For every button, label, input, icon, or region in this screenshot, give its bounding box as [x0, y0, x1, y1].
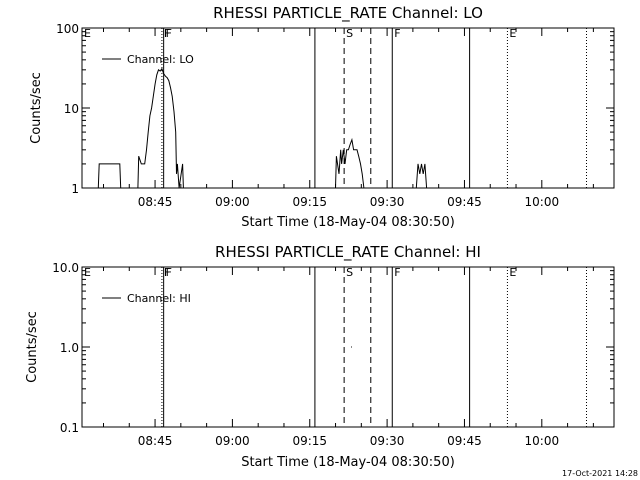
- series-line: [335, 137, 365, 189]
- event-label: F: [164, 27, 170, 40]
- x-tick-label: 09:45: [447, 434, 482, 448]
- series-line: [97, 163, 122, 189]
- legend-label: Channel: HI: [127, 292, 191, 305]
- x-tick-label: 09:30: [370, 195, 405, 209]
- event-label: E: [84, 27, 91, 40]
- event-label: S: [346, 266, 353, 279]
- x-tick-label: 09:30: [370, 434, 405, 448]
- x-axis-label: Start Time (18-May-04 08:30:50): [241, 455, 455, 470]
- chart-title: RHESSI PARTICLE_RATE Channel: LO: [213, 4, 483, 23]
- event-label: F: [394, 266, 400, 279]
- y-tick-label: 1.0: [60, 341, 79, 355]
- x-tick-label: 08:45: [138, 195, 173, 209]
- event-label: F: [394, 27, 400, 40]
- series-line: [137, 67, 184, 189]
- y-tick-label: 10.0: [52, 261, 79, 275]
- y-tick-label: 100: [56, 22, 79, 36]
- event-label: S: [346, 27, 353, 40]
- y-tick-label: 10: [64, 102, 79, 116]
- event-label: E: [84, 266, 91, 279]
- legend-label: Channel: LO: [127, 53, 194, 66]
- x-tick-label: 10:00: [525, 434, 560, 448]
- hi-channel-panel: RHESSI PARTICLE_RATE Channel: HI Start T…: [25, 243, 615, 470]
- y-axis-label: Counts/sec: [25, 311, 40, 383]
- x-tick-label: 09:00: [215, 195, 250, 209]
- event-label: F: [166, 27, 172, 40]
- x-tick-label: 10:00: [525, 195, 560, 209]
- event-label: E: [509, 266, 516, 279]
- x-tick-label: 08:45: [138, 434, 173, 448]
- event-label: F: [164, 266, 170, 279]
- y-tick-label: 0.1: [60, 421, 79, 435]
- event-label: E: [509, 27, 516, 40]
- series-line: [415, 163, 428, 189]
- x-axis-label: Start Time (18-May-04 08:30:50): [241, 215, 455, 230]
- y-tick-label: 1: [71, 182, 79, 196]
- event-label: F: [166, 266, 172, 279]
- chart-title: RHESSI PARTICLE_RATE Channel: HI: [215, 243, 481, 262]
- x-tick-label: 09:15: [292, 434, 327, 448]
- y-axis-label: Counts/sec: [29, 72, 44, 144]
- lo-channel-panel: RHESSI PARTICLE_RATE Channel: LO Start T…: [29, 4, 615, 230]
- x-tick-label: 09:45: [447, 195, 482, 209]
- footer-timestamp: 17-Oct-2021 14:28: [562, 469, 638, 478]
- x-tick-label: 09:15: [292, 195, 327, 209]
- x-tick-label: 09:00: [215, 434, 250, 448]
